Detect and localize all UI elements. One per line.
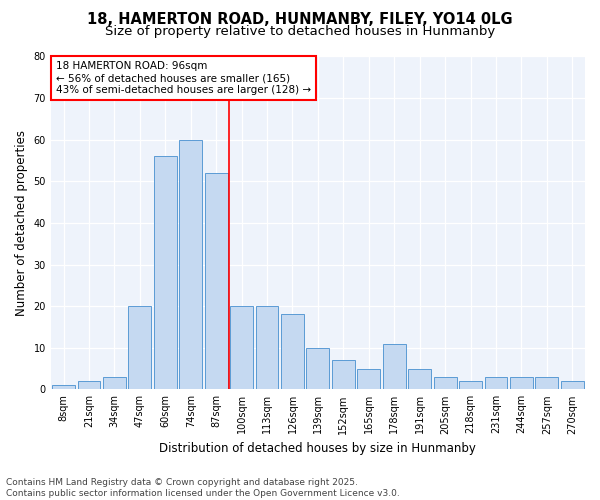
Bar: [358, 368, 380, 390]
Bar: [281, 314, 304, 390]
Bar: [561, 381, 584, 390]
Bar: [485, 377, 508, 390]
Bar: [408, 368, 431, 390]
Bar: [205, 173, 227, 390]
Bar: [434, 377, 457, 390]
Bar: [383, 344, 406, 390]
Text: 18, HAMERTON ROAD, HUNMANBY, FILEY, YO14 0LG: 18, HAMERTON ROAD, HUNMANBY, FILEY, YO14…: [87, 12, 513, 28]
Y-axis label: Number of detached properties: Number of detached properties: [15, 130, 28, 316]
Bar: [128, 306, 151, 390]
Bar: [179, 140, 202, 390]
Bar: [103, 377, 126, 390]
Bar: [230, 306, 253, 390]
Bar: [307, 348, 329, 390]
Text: 18 HAMERTON ROAD: 96sqm
← 56% of detached houses are smaller (165)
43% of semi-d: 18 HAMERTON ROAD: 96sqm ← 56% of detache…: [56, 62, 311, 94]
Bar: [52, 385, 75, 390]
Bar: [256, 306, 278, 390]
X-axis label: Distribution of detached houses by size in Hunmanby: Distribution of detached houses by size …: [160, 442, 476, 455]
Bar: [459, 381, 482, 390]
Bar: [510, 377, 533, 390]
Bar: [77, 381, 100, 390]
Bar: [535, 377, 558, 390]
Bar: [154, 156, 177, 390]
Text: Size of property relative to detached houses in Hunmanby: Size of property relative to detached ho…: [105, 25, 495, 38]
Bar: [332, 360, 355, 390]
Text: Contains HM Land Registry data © Crown copyright and database right 2025.
Contai: Contains HM Land Registry data © Crown c…: [6, 478, 400, 498]
